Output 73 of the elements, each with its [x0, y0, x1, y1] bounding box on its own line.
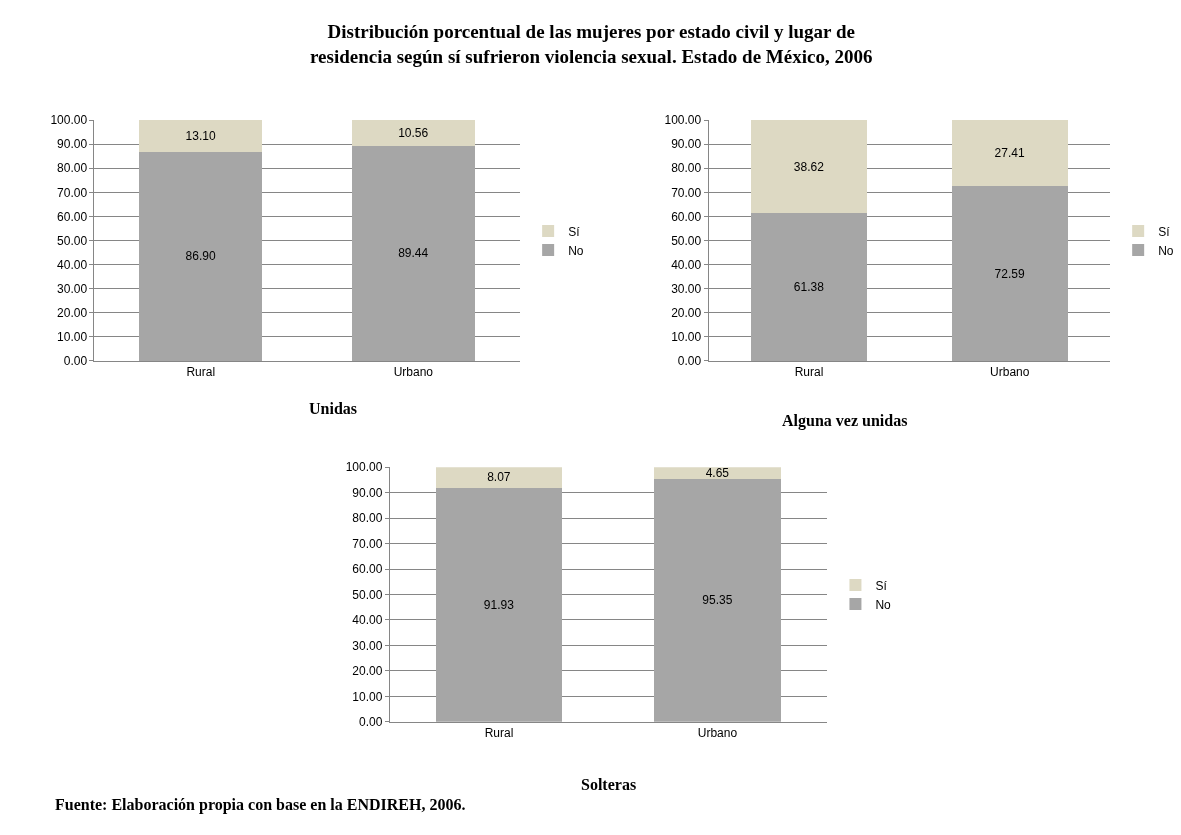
y-tick-label: 80.00 [352, 511, 383, 526]
x-tick-label: Urbano [697, 726, 738, 741]
legend-label: No [875, 597, 892, 612]
legend-label: No [568, 243, 584, 258]
y-tick-label: 20.00 [57, 305, 88, 320]
y-tick-label: 0.00 [63, 354, 88, 369]
y-tick-label: 30.00 [671, 281, 702, 296]
y-tick-label: 60.00 [352, 562, 383, 577]
bar [351, 120, 475, 146]
x-axis-title: Alguna vez unidas [782, 412, 908, 430]
x-tick-label: Rural [484, 726, 514, 741]
y-tick-label: 60.00 [671, 209, 702, 224]
legend-label: No [1158, 243, 1174, 258]
x-tick-label: Rural [186, 365, 216, 380]
legend-label: Sí [568, 224, 581, 239]
y-tick-label: 100.00 [664, 113, 702, 128]
data-label: 38.62 [793, 159, 825, 174]
x-axis-title: Unidas [309, 400, 358, 417]
x-tick-label: Rural [794, 365, 824, 380]
data-label: 91.93 [483, 597, 515, 612]
y-tick-label: 20.00 [671, 305, 702, 320]
bar [139, 151, 263, 361]
data-label: 61.38 [793, 280, 825, 295]
text: Distribución porcentual de las mujeres por estado civil y lugar de residencia según sí sufrieron violencia sexual. Estado de México, 2006 [310, 21, 873, 67]
y-tick-label: 30.00 [352, 638, 383, 653]
data-label: 10.56 [398, 125, 429, 140]
bar [139, 120, 263, 152]
y-tick-label: 80.00 [57, 161, 88, 176]
y-tick-label: 80.00 [671, 161, 702, 176]
data-label: 95.35 [702, 593, 733, 608]
y-tick-label: 50.00 [57, 233, 88, 248]
bar [750, 120, 868, 214]
bar [435, 467, 563, 488]
bar [951, 186, 1068, 361]
bar [435, 487, 563, 722]
y-tick-label: 50.00 [352, 587, 383, 602]
y-tick-label: 40.00 [352, 613, 383, 628]
y-tick-label: 70.00 [352, 536, 383, 551]
y-tick-label: 90.00 [352, 485, 383, 500]
y-tick-label: 40.00 [57, 257, 88, 272]
y-tick-label: 10.00 [352, 689, 383, 704]
y-tick-label: 30.00 [57, 281, 88, 296]
x-tick-label: Urbano [990, 365, 1030, 380]
legend-label: Sí [1158, 224, 1171, 239]
data-label: 89.44 [398, 246, 429, 261]
data-label: 86.90 [185, 249, 216, 264]
y-tick-label: 0.00 [358, 715, 383, 730]
y-tick-label: 90.00 [671, 137, 702, 152]
y-tick-label: 10.00 [671, 330, 702, 345]
y-tick-label: 100.00 [345, 460, 383, 475]
y-tick-label: 90.00 [57, 137, 88, 152]
y-tick-label: 70.00 [671, 185, 702, 200]
data-label: 4.65 [705, 466, 730, 481]
data-label: 13.10 [185, 128, 216, 143]
y-tick-label: 60.00 [57, 209, 88, 224]
y-tick-label: 50.00 [671, 233, 702, 248]
bar [654, 478, 781, 722]
y-tick-label: 10.00 [57, 330, 88, 345]
bar [750, 213, 868, 361]
data-label: 8.07 [487, 470, 511, 485]
y-tick-label: 0.00 [677, 354, 702, 369]
data-label: 27.41 [994, 146, 1025, 161]
legend-label: Sí [875, 578, 888, 593]
bar [951, 120, 1068, 187]
x-tick-label: Urbano [393, 365, 434, 380]
y-tick-label: 40.00 [671, 257, 702, 272]
y-tick-label: 100.00 [50, 113, 88, 128]
y-tick-label: 70.00 [57, 185, 88, 200]
source-note: Fuente: Elaboración propia con base en la ENDIREH, 2006. [55, 796, 466, 814]
x-axis-title: Solteras [581, 776, 637, 793]
bar [351, 145, 475, 361]
y-tick-label: 20.00 [352, 664, 383, 679]
data-label: 72.59 [994, 266, 1025, 281]
